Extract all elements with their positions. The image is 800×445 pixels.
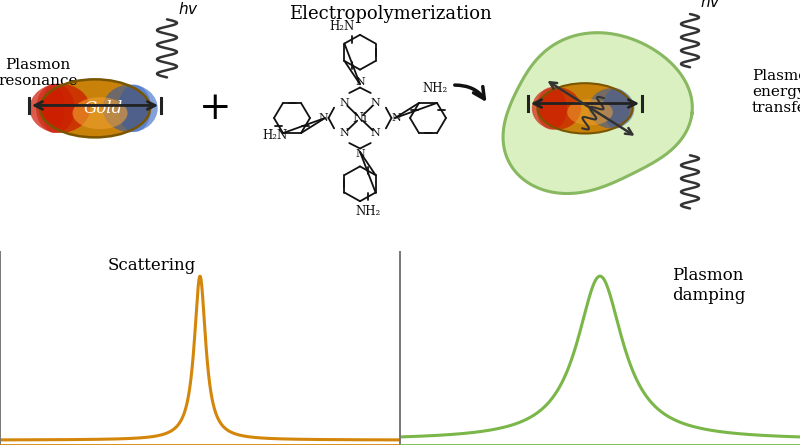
Text: $hv$: $hv$ (178, 1, 199, 17)
Text: N: N (370, 98, 381, 108)
Text: N: N (318, 113, 328, 123)
Ellipse shape (603, 88, 630, 129)
Text: Plasmon
energy
transfer: Plasmon energy transfer (752, 69, 800, 115)
Text: Scattering: Scattering (108, 257, 196, 274)
Ellipse shape (589, 88, 634, 129)
Ellipse shape (537, 87, 567, 130)
Ellipse shape (532, 87, 581, 130)
Ellipse shape (36, 84, 74, 133)
Text: Plasmon
resonance: Plasmon resonance (0, 58, 78, 88)
Ellipse shape (42, 84, 64, 133)
Text: N: N (339, 98, 350, 108)
Ellipse shape (538, 83, 633, 134)
Text: H₂N: H₂N (330, 20, 354, 32)
Text: H₂N: H₂N (262, 129, 288, 142)
Text: NH₂: NH₂ (355, 205, 381, 218)
Text: Plasmon
damping: Plasmon damping (672, 267, 746, 303)
Ellipse shape (118, 85, 151, 132)
Text: Ni: Ni (353, 112, 367, 125)
Text: N: N (339, 128, 350, 138)
Text: $hv$: $hv$ (700, 0, 721, 10)
Ellipse shape (567, 99, 613, 125)
Text: N: N (370, 128, 381, 138)
Text: N: N (355, 77, 365, 88)
Text: Gold: Gold (83, 100, 122, 117)
Polygon shape (503, 32, 692, 194)
Ellipse shape (102, 85, 158, 132)
Text: Electropolymerization: Electropolymerization (289, 5, 491, 23)
Text: NH₂: NH₂ (422, 82, 448, 96)
Text: +: + (198, 90, 231, 127)
Ellipse shape (30, 84, 90, 133)
Text: N: N (355, 149, 365, 158)
Text: N: N (392, 113, 402, 123)
Ellipse shape (40, 79, 150, 138)
Ellipse shape (73, 97, 127, 129)
